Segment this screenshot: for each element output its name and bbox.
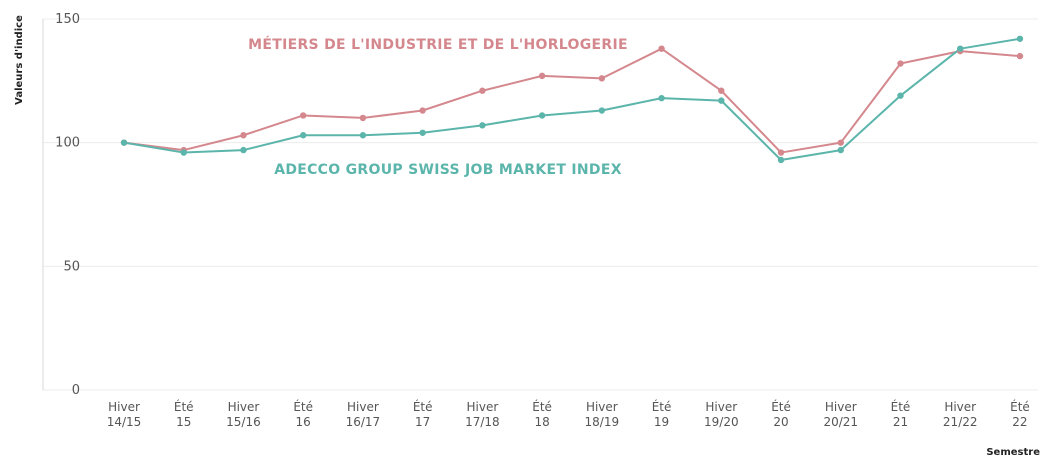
data-point-series-1 [299, 112, 307, 119]
x-tick-labels: Hiver 14/15 Été 15 Hiver 15/16 Été 16 Hiver 16/17… [107, 399, 1030, 429]
x-tick-label: Été 16 [293, 399, 313, 429]
data-point-series-1 [897, 60, 904, 67]
data-point-series-2 [658, 94, 665, 102]
x-tick-label: Hiver 21/22 [943, 400, 978, 429]
data-point-series-2 [180, 149, 187, 156]
x-tick-label: Été 19 [652, 399, 672, 429]
data-point-series-1 [419, 107, 426, 114]
data-point-series-2 [299, 132, 307, 139]
data-point-series-1 [658, 45, 665, 52]
series-lines [123, 37, 1021, 161]
data-point-series-2 [538, 112, 546, 119]
data-point-series-1 [718, 87, 725, 94]
data-point-series-1 [598, 75, 606, 82]
series-label-adecco-index: ADECCO GROUP SWISS JOB MARKET INDEX [274, 162, 622, 178]
grid-lines [43, 18, 1038, 391]
data-point-series-2 [777, 156, 785, 164]
y-tick-label: 150 [55, 12, 80, 27]
x-tick-label: Hiver 17/18 [465, 400, 500, 429]
data-point-series-2 [837, 146, 844, 154]
data-point-series-2 [479, 122, 486, 129]
x-tick-label: Été 21 [891, 399, 911, 429]
data-point-series-1 [359, 114, 367, 122]
data-point-series-2 [957, 45, 964, 52]
data-point-series-1 [240, 132, 247, 139]
x-axis-title: Semestre [986, 447, 1040, 457]
series-label-industrie: MÉTIERS DE L'INDUSTRIE ET DE L'HORLOGERI… [248, 36, 628, 53]
data-point-series-2 [240, 146, 247, 154]
data-point-series-2 [718, 97, 725, 104]
series-points [120, 35, 1024, 164]
x-tick-label: Été 15 [174, 399, 194, 429]
data-point-series-1 [837, 139, 844, 146]
data-point-series-1 [777, 149, 785, 156]
x-tick-label: Été 17 [413, 399, 433, 429]
data-point-series-2 [120, 139, 128, 146]
y-tick-label: 0 [72, 383, 80, 398]
data-point-series-1 [479, 87, 486, 94]
series-line-2 [123, 37, 1021, 161]
y-tick-label: 50 [63, 259, 80, 274]
data-point-series-1 [1016, 52, 1024, 60]
y-tick-labels: 0 50 100 150 [55, 12, 80, 398]
x-tick-label: Hiver 19/20 [704, 400, 739, 429]
data-point-series-2 [897, 92, 904, 99]
x-tick-label: Hiver 15/16 [226, 400, 261, 429]
data-point-series-2 [419, 129, 426, 136]
y-tick-label: 100 [55, 136, 80, 151]
x-tick-label: Été 18 [532, 399, 552, 429]
x-tick-label: Hiver 20/21 [823, 400, 858, 429]
x-tick-label: Hiver 14/15 [107, 400, 142, 429]
y-axis-title: Valeurs d'indice [14, 15, 25, 105]
data-point-series-1 [538, 72, 546, 80]
data-point-series-2 [598, 107, 606, 114]
x-tick-label: Hiver 18/19 [585, 400, 620, 429]
x-tick-label: Été 22 [1010, 399, 1030, 429]
x-tick-label: Été 20 [771, 399, 791, 429]
x-tick-label: Hiver 16/17 [346, 400, 381, 429]
data-point-series-2 [359, 132, 367, 139]
data-point-series-2 [1016, 35, 1024, 42]
series-line-1 [123, 47, 1021, 154]
